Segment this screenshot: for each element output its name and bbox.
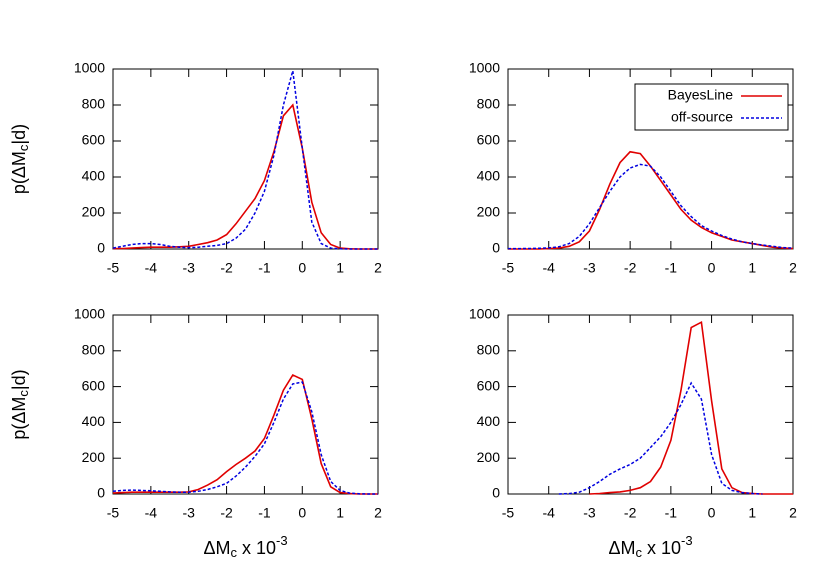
plot-frame (507, 68, 794, 250)
y-tick-label: 1000 (469, 306, 500, 322)
x-tick-label: -3 (182, 505, 195, 521)
subscript: c (16, 390, 31, 397)
axis-label: p(ΔMc|d) (9, 369, 32, 439)
axis-label: p(ΔMc|d) (9, 124, 32, 194)
legend-label: BayesLine (668, 87, 734, 103)
x-tick-label: -2 (624, 260, 637, 276)
density-line (558, 381, 763, 495)
y-tick-label: 200 (477, 204, 501, 220)
y-tick-label: 200 (477, 449, 501, 465)
legend-box (634, 83, 789, 131)
subscript: -3 (681, 533, 693, 548)
y-tick-label: 1000 (469, 60, 500, 76)
plot-frame (507, 314, 794, 495)
subscript: c (16, 144, 31, 151)
x-tick-label: -2 (624, 505, 637, 521)
x-tick-label: 0 (708, 260, 716, 276)
y-tick-label: 800 (82, 342, 106, 358)
label-part: x 10 (642, 538, 681, 558)
plot-frame (112, 314, 379, 495)
x-tick-label: 0 (298, 505, 306, 521)
y-tick-label: 0 (97, 485, 105, 501)
x-tick-label: 2 (789, 260, 797, 276)
y-tick-label: 600 (82, 377, 106, 393)
x-tick-label: 1 (748, 505, 756, 521)
y-tick-label: 200 (82, 204, 106, 220)
x-tick-label: -2 (220, 260, 233, 276)
y-tick-label: 800 (82, 96, 106, 112)
label-part: |d) (9, 124, 29, 145)
label-part: ΔM (203, 538, 230, 558)
x-tick-label: 2 (374, 505, 382, 521)
y-tick-label: 0 (492, 485, 500, 501)
label-part: p(ΔM (9, 151, 29, 194)
x-tick-label: -4 (542, 505, 555, 521)
x-tick-label: 1 (336, 505, 344, 521)
y-tick-label: 1000 (74, 60, 105, 76)
plot-frame (112, 68, 379, 250)
density-line (508, 163, 794, 250)
y-tick-label: 600 (82, 132, 106, 148)
x-tick-label: -3 (583, 260, 596, 276)
label-part: x 10 (237, 538, 276, 558)
x-tick-label: -4 (145, 260, 158, 276)
x-tick-label: -3 (583, 505, 596, 521)
x-tick-label: -4 (542, 260, 555, 276)
x-tick-label: 1 (748, 260, 756, 276)
y-tick-label: 600 (477, 377, 501, 393)
x-tick-label: 2 (789, 505, 797, 521)
y-tick-label: 400 (82, 413, 106, 429)
axis-label: ΔMc x 10-3 (203, 533, 287, 560)
x-tick-label: 0 (298, 260, 306, 276)
x-tick-label: -5 (502, 505, 515, 521)
x-tick-label: -5 (107, 260, 120, 276)
x-tick-label: -4 (145, 505, 158, 521)
density-line (112, 70, 378, 250)
x-tick-label: -1 (665, 260, 678, 276)
subscript: c (230, 545, 237, 560)
x-tick-label: -2 (220, 505, 233, 521)
axis-label: ΔMc x 10-3 (608, 533, 692, 560)
x-tick-label: -1 (665, 505, 678, 521)
density-line (112, 373, 378, 495)
x-tick-label: -5 (502, 260, 515, 276)
subscript: -3 (276, 533, 288, 548)
y-tick-label: 0 (97, 240, 105, 256)
legend-label: off-source (671, 109, 733, 125)
y-tick-label: 400 (477, 168, 501, 184)
density-line (112, 103, 378, 250)
x-tick-label: 0 (708, 505, 716, 521)
y-tick-label: 400 (477, 413, 501, 429)
x-tick-label: -1 (258, 505, 271, 521)
x-tick-label: -5 (107, 505, 120, 521)
subscript: c (635, 545, 642, 560)
label-part: p(ΔM (9, 397, 29, 440)
y-tick-label: 600 (477, 132, 501, 148)
x-tick-label: 1 (336, 260, 344, 276)
y-tick-label: 800 (477, 342, 501, 358)
label-part: ΔM (608, 538, 635, 558)
y-tick-label: 200 (82, 449, 106, 465)
y-tick-label: 800 (477, 96, 501, 112)
x-tick-label: -3 (182, 260, 195, 276)
y-tick-label: 400 (82, 168, 106, 184)
y-tick-label: 1000 (74, 306, 105, 322)
label-part: |d) (9, 369, 29, 390)
y-tick-label: 0 (492, 240, 500, 256)
x-tick-label: -1 (258, 260, 271, 276)
density-line (112, 381, 378, 495)
x-tick-label: 2 (374, 260, 382, 276)
